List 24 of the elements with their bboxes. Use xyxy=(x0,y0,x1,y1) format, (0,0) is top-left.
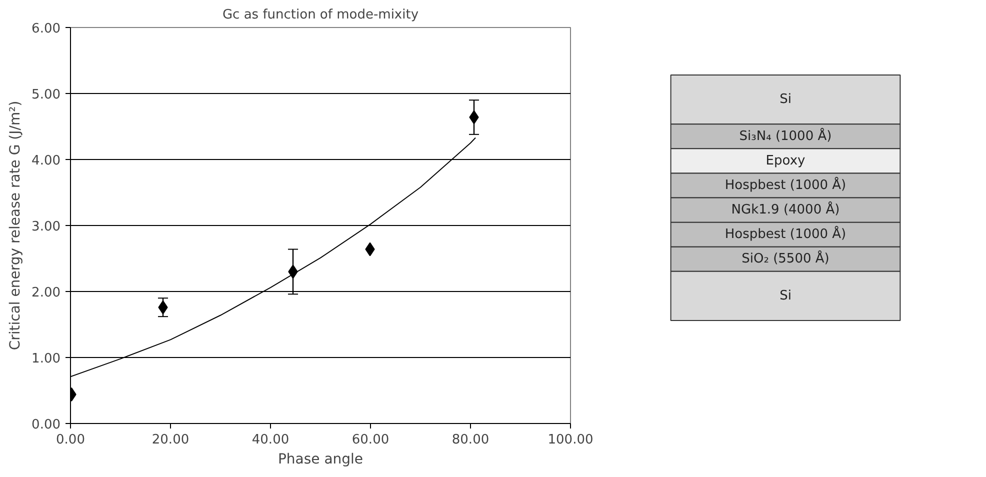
category-label: Hospbest (1000 Å) xyxy=(724,225,846,242)
y-tick-label: 5.00 xyxy=(32,88,61,102)
x-tick-label: 0.00 xyxy=(56,432,85,448)
x-tick-label: 60.00 xyxy=(352,432,390,448)
x-tick-label: 80.00 xyxy=(452,432,490,448)
category-label: NGk1.9 (4000 Å) xyxy=(731,200,840,218)
category-label: Hospbest (1000 Å) xyxy=(724,176,846,194)
x-axis-title: Phase angle xyxy=(278,452,364,468)
y-tick-label: 6.00 xyxy=(32,22,61,36)
x-tick-label: 40.00 xyxy=(252,432,290,448)
category-label: Si₃N₄ (1000 Å) xyxy=(739,126,832,144)
category-label: Epoxy xyxy=(766,153,806,168)
x-tick-label: 20.00 xyxy=(152,432,190,448)
y-tick-label: 2.00 xyxy=(32,286,61,300)
y-tick-label: 4.00 xyxy=(32,154,61,168)
y-axis-title: Critical energy release rate G (J/m²) xyxy=(8,100,24,350)
y-tick-label: 0.00 xyxy=(32,418,61,432)
category-label: Si xyxy=(780,92,792,108)
x-tick-label: 100.00 xyxy=(548,432,594,448)
y-tick-label: 3.00 xyxy=(32,220,61,234)
category-label: SiO₂ (5500 Å) xyxy=(742,250,830,267)
chart-title: Gc as function of mode-mixity xyxy=(222,8,419,22)
y-tick-label: 1.00 xyxy=(32,352,61,366)
category-label: Si xyxy=(780,288,792,304)
